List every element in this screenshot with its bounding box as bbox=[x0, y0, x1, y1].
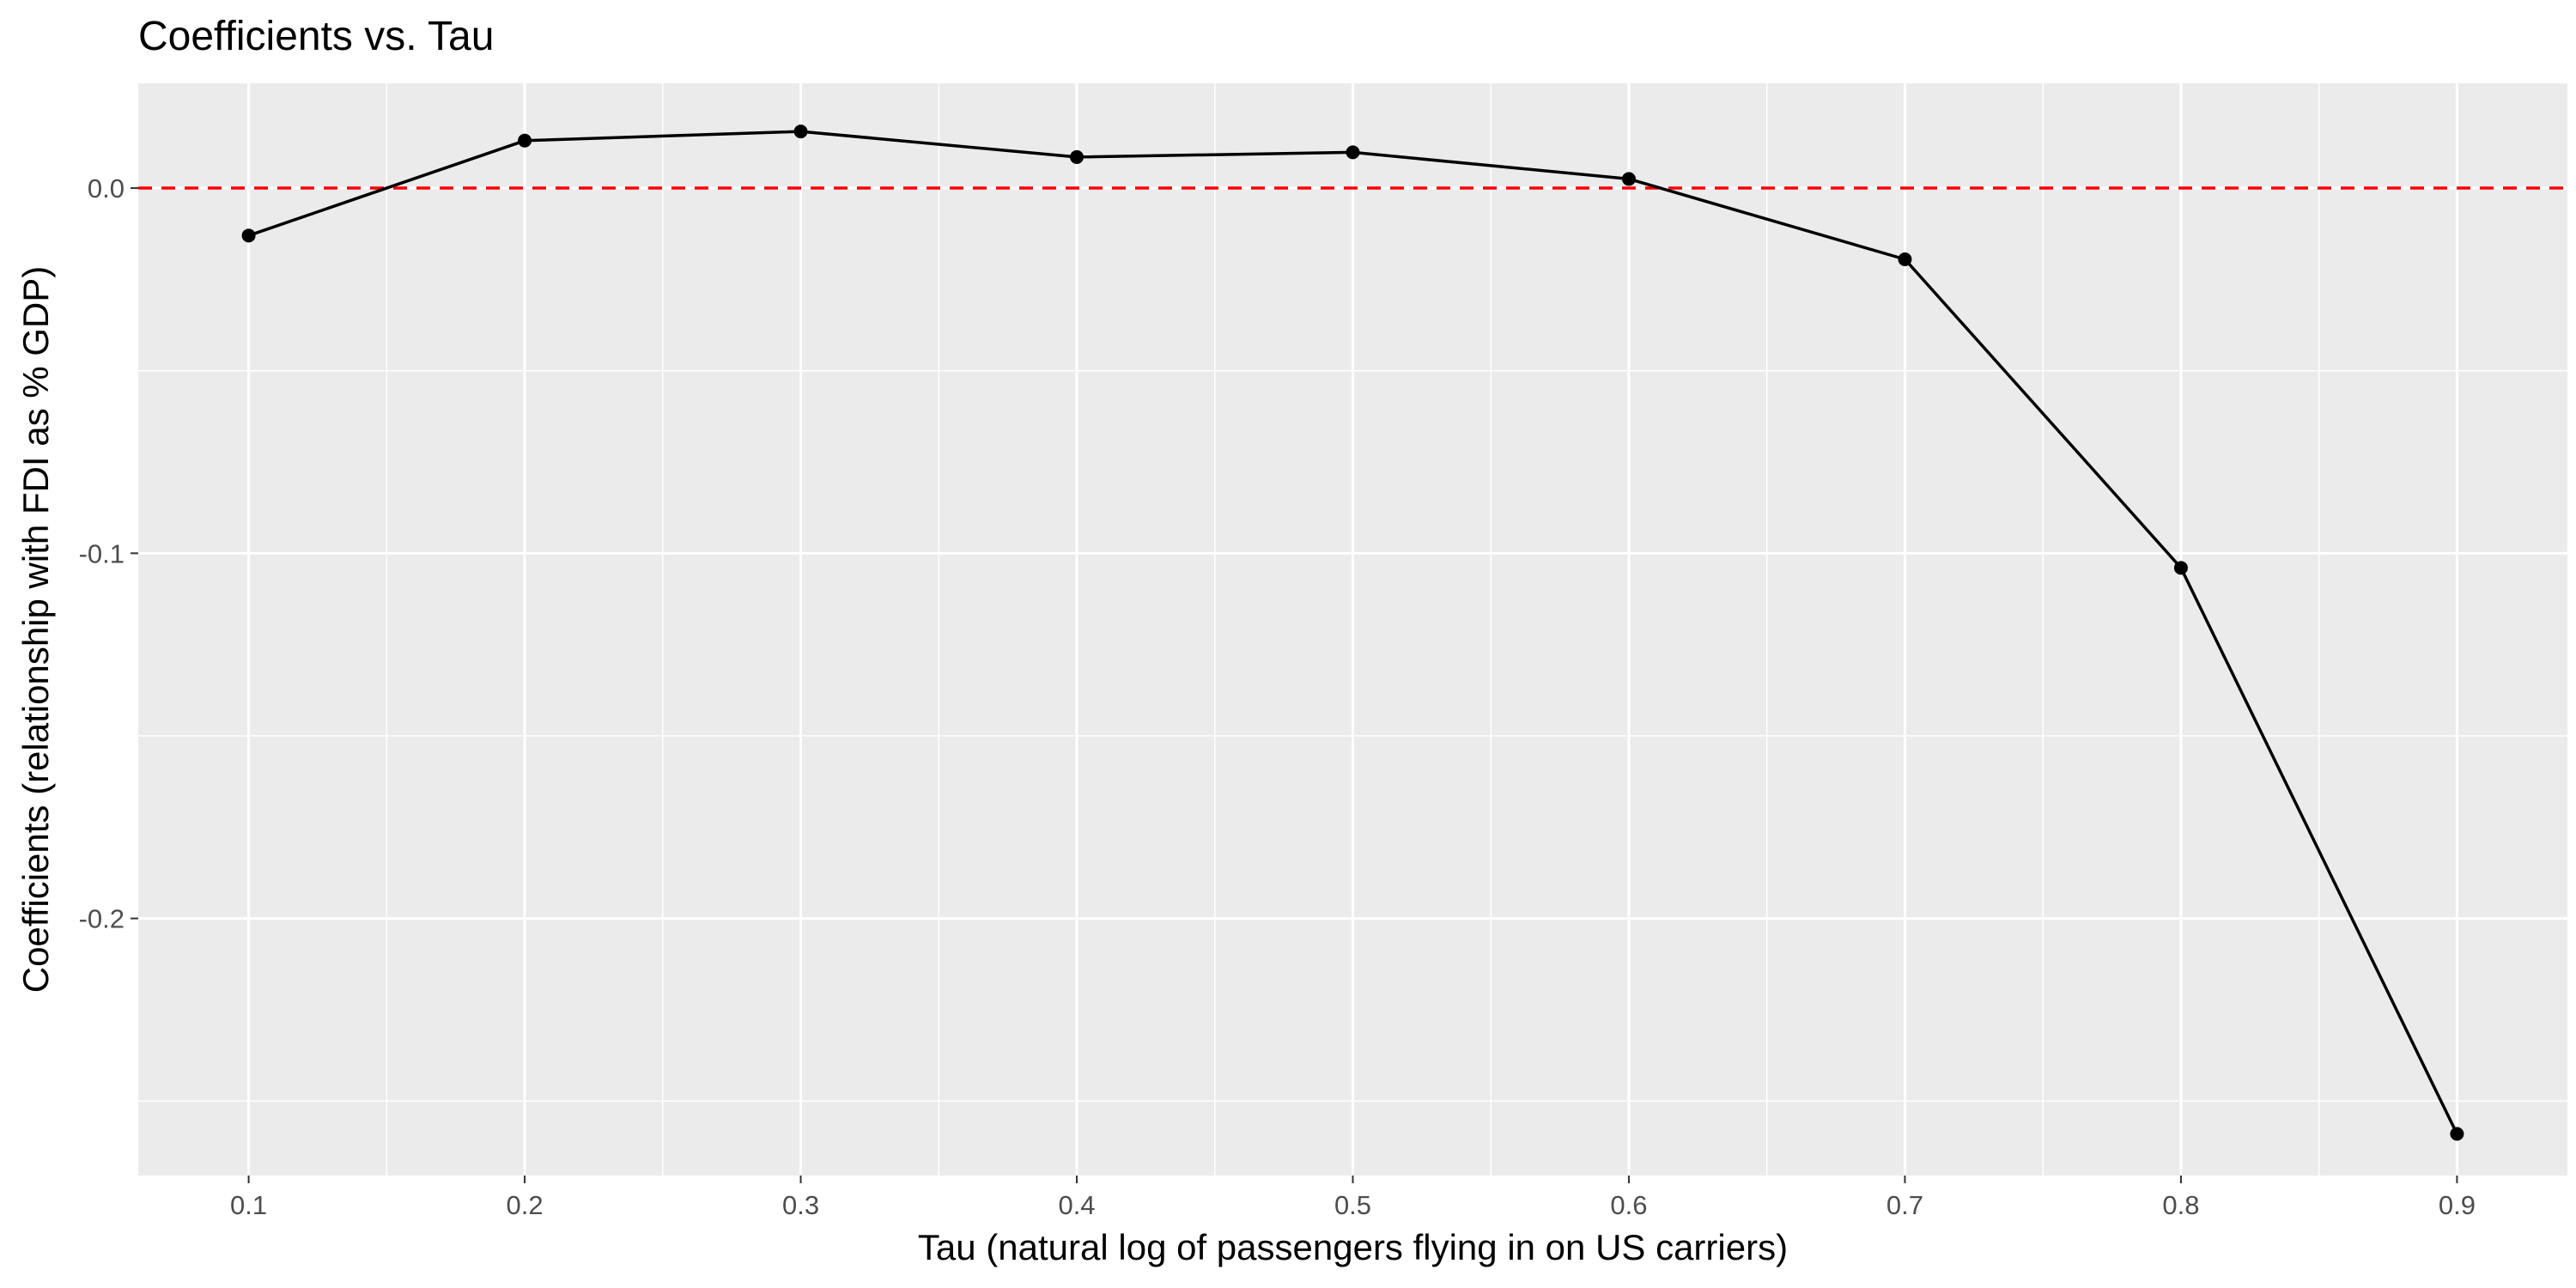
data-point bbox=[2450, 1127, 2464, 1141]
y-axis-ticks: -0.2 -0.1 0.0 bbox=[79, 173, 138, 934]
data-point bbox=[1346, 145, 1360, 160]
y-tick-label: 0.0 bbox=[88, 173, 125, 204]
x-tick-label: 0.9 bbox=[2439, 1190, 2476, 1220]
x-axis-ticks: 0.1 0.2 0.3 0.4 0.5 0.6 0.7 0.8 0.9 bbox=[230, 1176, 2476, 1220]
data-point bbox=[2173, 561, 2188, 575]
x-tick-label: 0.4 bbox=[1058, 1190, 1095, 1220]
y-tick-label: -0.1 bbox=[79, 538, 125, 568]
y-tick-label: -0.2 bbox=[79, 904, 125, 934]
major-gridlines bbox=[138, 83, 2567, 1176]
x-tick-label: 0.6 bbox=[1610, 1190, 1647, 1220]
data-point bbox=[518, 133, 532, 148]
x-axis-title: Tau (natural log of passengers flying in… bbox=[918, 1227, 1788, 1267]
x-tick-label: 0.5 bbox=[1334, 1190, 1371, 1220]
data-point bbox=[1070, 149, 1084, 164]
y-axis-title: Coefficients (relationship with FDI as %… bbox=[15, 266, 56, 993]
chart-title: Coefficients vs. Tau bbox=[138, 14, 494, 59]
x-tick-label: 0.2 bbox=[507, 1190, 544, 1220]
coefficient-series bbox=[241, 125, 2464, 1141]
data-point bbox=[241, 228, 256, 243]
data-point bbox=[1621, 172, 1636, 186]
x-tick-label: 0.7 bbox=[1886, 1190, 1923, 1220]
data-point bbox=[1898, 252, 1912, 266]
x-tick-label: 0.3 bbox=[782, 1190, 819, 1220]
x-tick-label: 0.8 bbox=[2162, 1190, 2199, 1220]
x-tick-label: 0.1 bbox=[230, 1190, 267, 1220]
data-point bbox=[793, 125, 808, 139]
